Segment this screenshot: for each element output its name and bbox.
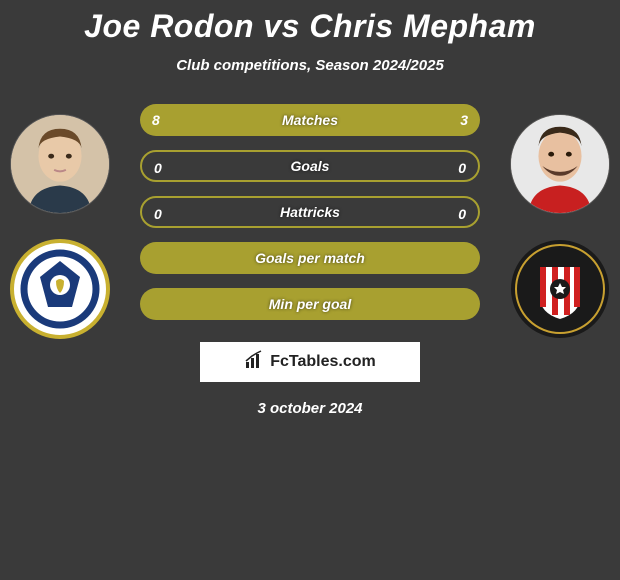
- stat-label: Goals: [291, 158, 330, 174]
- stat-bar: Matches 8 3: [140, 104, 480, 136]
- stat-value-left: 0: [154, 152, 162, 184]
- player-right-avatar: [510, 114, 610, 214]
- stat-bar: Goals 0 0: [140, 150, 480, 182]
- stats-area: Matches 8 3 Goals 0 0 Hattricks 0 0 Goals per mat…: [0, 104, 620, 320]
- stat-bars: Matches 8 3 Goals 0 0 Hattricks 0 0 Goals per mat…: [140, 104, 480, 320]
- stat-bar: Min per goal: [140, 288, 480, 320]
- attribution-box: FcTables.com: [200, 342, 420, 382]
- chart-icon: [244, 350, 264, 375]
- club-left-badge: [10, 239, 110, 339]
- stat-value-right: 0: [458, 198, 466, 230]
- date-text: 3 october 2024: [0, 400, 620, 417]
- subtitle: Club competitions, Season 2024/2025: [0, 57, 620, 74]
- stat-bar: Hattricks 0 0: [140, 196, 480, 228]
- stat-value-left: 8: [152, 104, 160, 136]
- page-title: Joe Rodon vs Chris Mepham: [0, 8, 620, 45]
- stat-label: Min per goal: [269, 296, 351, 312]
- stat-value-right: 3: [460, 104, 468, 136]
- stat-value-left: 0: [154, 198, 162, 230]
- stat-label: Matches: [282, 112, 338, 128]
- stat-value-right: 0: [458, 152, 466, 184]
- player-left-avatar: [10, 114, 110, 214]
- stat-label: Goals per match: [255, 250, 365, 266]
- club-right-badge: [510, 239, 610, 339]
- stat-bar: Goals per match: [140, 242, 480, 274]
- bar-fill-left: [140, 104, 387, 136]
- stat-label: Hattricks: [280, 204, 340, 220]
- attribution-text: FcTables.com: [270, 353, 376, 371]
